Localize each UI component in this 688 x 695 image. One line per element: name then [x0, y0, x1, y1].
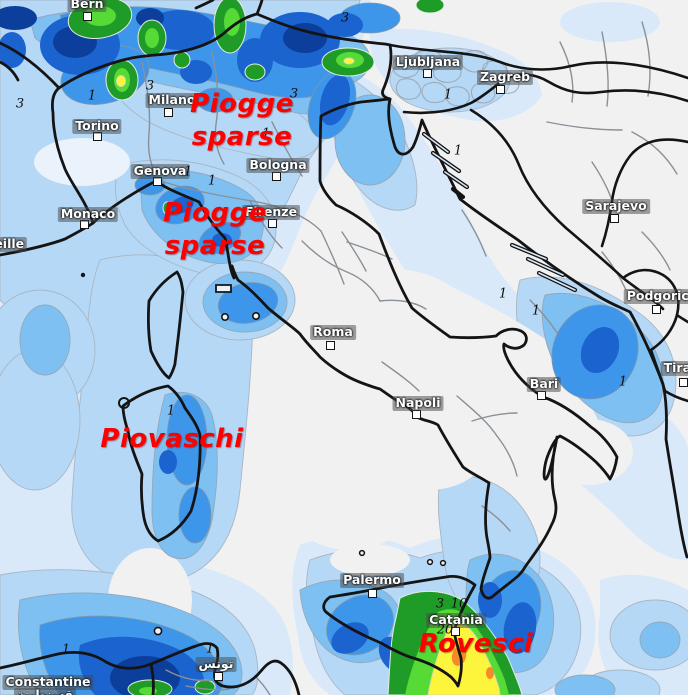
annotation-piovaschi: Piovaschi [100, 424, 244, 454]
elba-island [215, 284, 232, 293]
city-marker-tirana [679, 378, 688, 387]
city-marker-milano [164, 108, 173, 117]
contour-label: 1 [207, 173, 217, 189]
contour-label: 1 [453, 143, 463, 159]
contour-label: 20 [436, 622, 454, 638]
city-label-podgorica: Podgorica [623, 288, 688, 305]
annotation-piogge-sparse-center: Piogge sparse [163, 198, 267, 261]
contour-label: 3 [340, 10, 350, 26]
city-label-genova: Genova [130, 163, 190, 180]
france-switzerland-border [0, 41, 61, 90]
city-label-marseille: Marseille [0, 236, 28, 253]
sardinia-coastline [121, 384, 202, 543]
city-label-tirana: Tirana [660, 360, 688, 377]
city-label-constantine: Constantine [2, 674, 94, 691]
italy-coastline [91, 97, 619, 600]
contour-label: 1 [498, 286, 508, 302]
contour-label: 10 [450, 596, 468, 612]
city-label-catania: Catania [426, 612, 486, 629]
annotation-rovesci: Rovesci [418, 629, 534, 659]
contour-label: 1 [205, 641, 215, 657]
city-label-palermo: Palermo [340, 572, 404, 589]
contour-label: 1 [183, 164, 193, 180]
contour-label: 3 [15, 96, 25, 112]
city-marker-palermo [368, 589, 377, 598]
contour-label: 3 [289, 86, 299, 102]
switzerland-italy-border [57, 12, 259, 90]
contour-label: 3 [435, 596, 445, 612]
hyeres-island [80, 272, 86, 278]
city-marker-bologna [272, 172, 281, 181]
region-borders [141, 21, 678, 695]
africa-coastline [0, 642, 301, 695]
city-marker-ljubljana [423, 69, 432, 78]
city-label-bern: Bern [67, 0, 107, 13]
algeria-tunisia-border [149, 662, 155, 695]
balkan-coastline [387, 97, 688, 559]
city-marker-roma [326, 341, 335, 350]
city-marker-napoli [412, 410, 421, 419]
france-italy-border [50, 86, 95, 225]
contour-label: 1 [61, 642, 71, 658]
city-marker-bern [83, 12, 92, 21]
city-label-milano: Milano [145, 92, 199, 109]
city-label-bologna: Bologna [246, 157, 310, 174]
city-label-tunis-arabic: تونس [195, 656, 237, 673]
city-label-napoli: Napoli [392, 395, 444, 412]
italy-slovenia-border [381, 43, 393, 101]
city-label-monaco: Monaco [57, 206, 119, 223]
city-marker-podgorica [652, 305, 661, 314]
asinara-island [118, 397, 130, 409]
city-label-constantine-arabic: قسنطينة [14, 687, 76, 695]
city-label-bari: Bari [526, 376, 562, 393]
dry-areas [34, 138, 688, 652]
corsica-coastline [147, 270, 185, 380]
annotation-piogge-sparse-north: Piogge sparse [190, 89, 294, 152]
contour-label: 3 [145, 78, 155, 94]
city-label-firenze: Firenze [241, 204, 301, 221]
city-label-roma: Roma [310, 324, 356, 341]
contour-label: 1 [531, 303, 541, 319]
city-marker-tunis [214, 672, 223, 681]
contour-label: 1 [443, 87, 453, 103]
city-marker-sarajevo [610, 214, 619, 223]
city-label-zagreb: Zagreb [476, 69, 534, 86]
austria-italy-border [255, 12, 392, 47]
city-label-ljubljana: Ljubljana [392, 54, 464, 71]
small-islands [80, 272, 447, 636]
contour-label: 1 [618, 374, 628, 390]
contour-label: 1 [261, 126, 271, 142]
city-marker-zagreb [496, 85, 505, 94]
contour-label: 1 [87, 88, 97, 104]
city-marker-bari [537, 391, 546, 400]
dalmatian-islands [421, 131, 578, 293]
contour-label: 1 [166, 403, 176, 419]
city-label-torino: Torino [72, 118, 122, 135]
city-label-sarajevo: Sarajevo [582, 198, 650, 215]
